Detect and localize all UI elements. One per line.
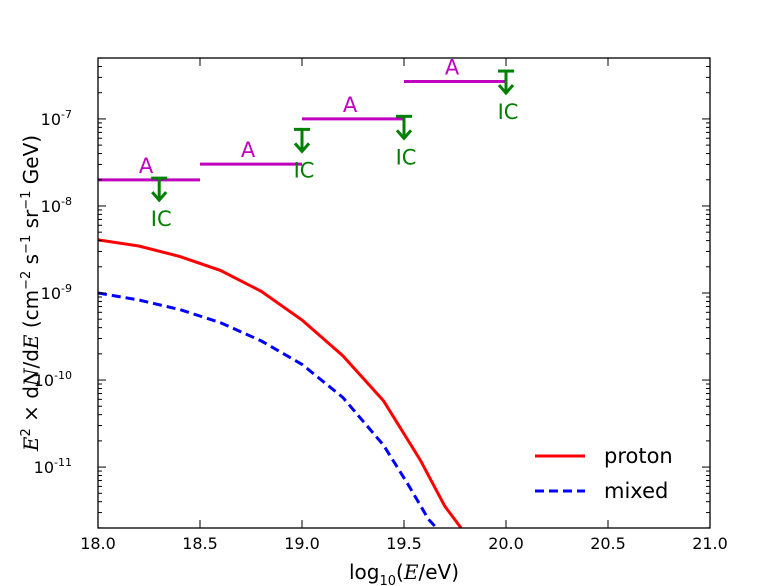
legend-proton-label: proton (604, 444, 673, 468)
y-axis-label: E2 × dN/dE (cm−2 s−1 sr−1 GeV) (19, 135, 43, 452)
auger-limit-label: A (139, 154, 154, 178)
proton-curve (98, 238, 463, 528)
arrow-down-icon (395, 129, 413, 141)
x-tick-label: 19.5 (386, 534, 422, 553)
auger-limit-label: A (241, 138, 256, 162)
limits-layer: A A A A IC IC IC IC (98, 56, 519, 231)
icecube-limit-label: IC (294, 158, 315, 182)
x-axis-label: log10(E/eV) (349, 560, 459, 586)
series-layer (98, 238, 463, 528)
arrow-down-icon (151, 191, 168, 203)
mixed-curve (98, 291, 438, 528)
icecube-limit-label: IC (396, 145, 417, 169)
legend: proton mixed (535, 444, 673, 503)
x-tick-label: 20.0 (488, 534, 524, 553)
x-tick-label: 18.0 (80, 534, 116, 553)
ticks-layer: 18.0 18.5 19.0 19.5 20.0 20.5 21.010-1110-1010… (34, 57, 728, 553)
icecube-limit-label: IC (498, 100, 519, 124)
legend-mixed-label: mixed (604, 479, 668, 503)
x-tick-label: 21.0 (692, 534, 728, 553)
auger-limit-label: A (343, 93, 358, 117)
auger-limit-label: A (445, 56, 460, 80)
arrow-down-icon (293, 142, 311, 154)
x-tick-label: 18.5 (182, 534, 218, 553)
arrow-down-icon (497, 84, 515, 96)
x-tick-label: 20.5 (590, 534, 626, 553)
icecube-limit-label: IC (151, 207, 172, 231)
x-tick-label: 19.0 (284, 534, 320, 553)
